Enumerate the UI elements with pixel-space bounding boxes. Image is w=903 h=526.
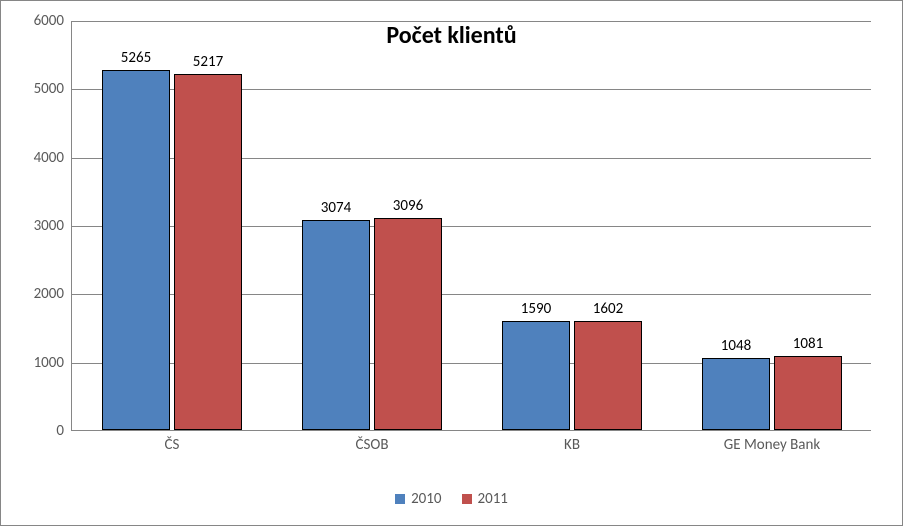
bar-value-label: 1081 xyxy=(793,335,823,357)
bar-value-label: 1048 xyxy=(721,337,751,359)
bar-value-label: 5265 xyxy=(121,49,151,71)
bar-value-label: 3096 xyxy=(393,197,423,219)
bar xyxy=(302,220,370,430)
ytick-label: 0 xyxy=(56,422,72,440)
bar xyxy=(374,218,442,430)
ytick-label: 5000 xyxy=(34,80,72,98)
bar-value-label: 1590 xyxy=(521,300,551,322)
legend-item: 2011 xyxy=(462,490,508,508)
bar xyxy=(774,356,842,430)
legend-swatch xyxy=(395,494,405,504)
xcat-label: KB xyxy=(564,430,580,454)
ytick-label: 1000 xyxy=(34,354,72,372)
legend-item: 2010 xyxy=(395,490,441,508)
bar-value-label: 3074 xyxy=(321,199,351,221)
ytick-label: 3000 xyxy=(34,217,72,235)
bar xyxy=(174,74,242,430)
plot-area: 0100020003000400050006000ČS52655217ČSOB3… xyxy=(71,21,871,431)
bar xyxy=(574,321,642,430)
bar-value-label: 5217 xyxy=(193,53,223,75)
bar xyxy=(702,358,770,430)
xcat-label: ČS xyxy=(165,430,180,454)
bar xyxy=(102,70,170,430)
gridline xyxy=(72,21,871,22)
legend-label: 2010 xyxy=(411,490,441,508)
bar xyxy=(502,321,570,430)
ytick-label: 6000 xyxy=(34,12,72,30)
legend-label: 2011 xyxy=(478,490,508,508)
bar-value-label: 1602 xyxy=(593,300,623,322)
xcat-label: ČSOB xyxy=(356,430,389,454)
xcat-label: GE Money Bank xyxy=(724,430,820,454)
legend: 2010 2011 xyxy=(1,490,902,509)
ytick-label: 2000 xyxy=(34,285,72,303)
chart-frame: Počet klientů 0100020003000400050006000Č… xyxy=(0,0,903,526)
ytick-label: 4000 xyxy=(34,149,72,167)
legend-swatch xyxy=(462,494,472,504)
